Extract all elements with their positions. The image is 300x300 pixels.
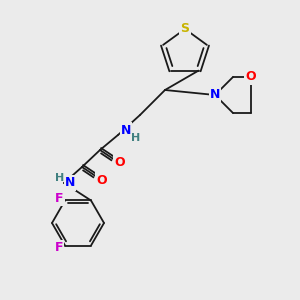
Text: H: H xyxy=(131,133,141,143)
Text: O: O xyxy=(115,157,125,169)
Text: N: N xyxy=(121,124,131,136)
Text: H: H xyxy=(56,173,64,183)
Text: N: N xyxy=(210,88,220,101)
Text: O: O xyxy=(246,70,256,83)
Text: N: N xyxy=(65,176,75,190)
Text: S: S xyxy=(181,22,190,35)
Text: O: O xyxy=(97,173,107,187)
Text: F: F xyxy=(55,241,63,254)
Text: F: F xyxy=(55,192,63,205)
